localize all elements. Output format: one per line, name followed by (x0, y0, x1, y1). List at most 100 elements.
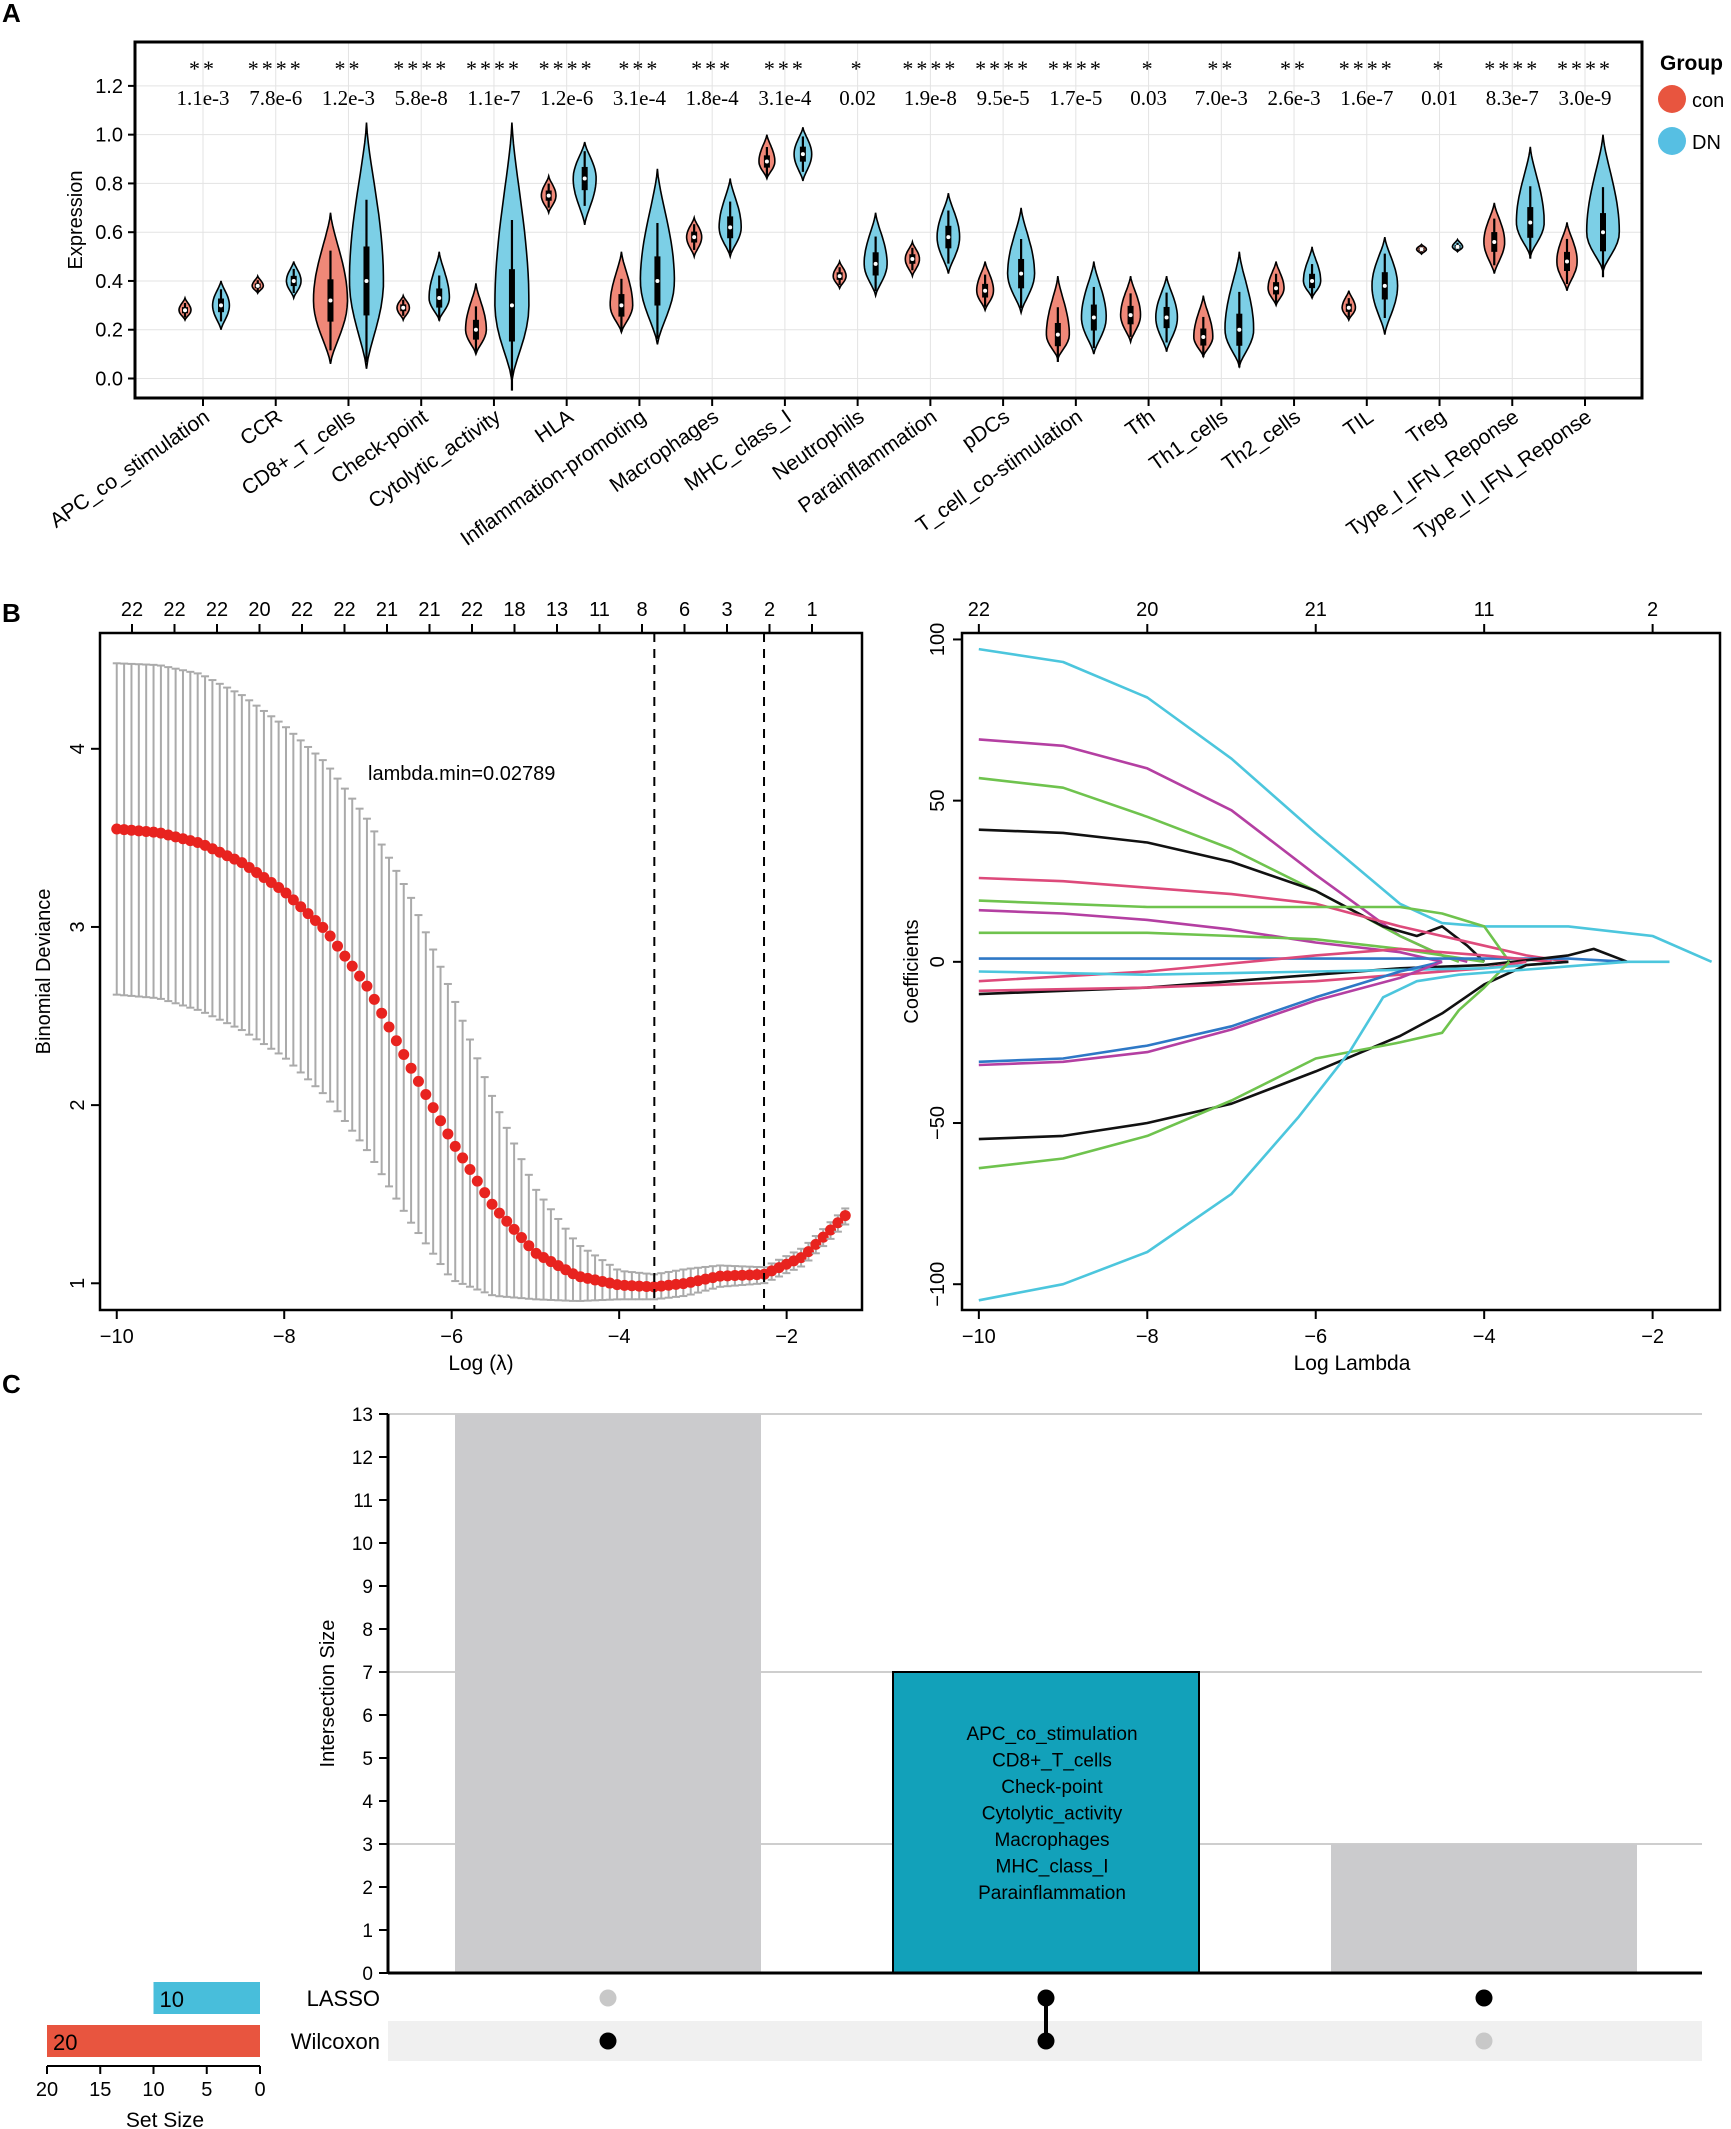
violin-median (1274, 286, 1279, 291)
y-tick-label: 1 (362, 1921, 373, 1942)
deviance-point (361, 980, 373, 992)
legend-title: Group (1660, 52, 1723, 75)
y-tick-label: 11 (353, 1491, 373, 1512)
y-tick-label: 1 (67, 1278, 89, 1289)
violin-median (1237, 327, 1242, 332)
violin-median (800, 152, 805, 157)
x-tick-label: −10 (962, 1326, 996, 1348)
p-value-label: 1.2e-6 (540, 86, 593, 110)
p-value-label: 5.8e-8 (395, 86, 448, 110)
y-tick-label: 0.6 (95, 222, 123, 244)
plot-frame (98, 631, 864, 1312)
deviance-point (501, 1215, 513, 1227)
deviance-point (317, 921, 329, 933)
violin-median (582, 176, 587, 181)
top-tick-label: 11 (1474, 599, 1495, 621)
set-size-tick-label: 20 (36, 2079, 58, 2101)
violin-median (1492, 239, 1497, 244)
violin-median (1055, 332, 1060, 337)
top-tick-label: 18 (503, 599, 525, 621)
violin-median (1346, 305, 1351, 310)
x-category-label: HLA (531, 405, 578, 447)
deviance-point (287, 894, 299, 906)
violin-median (873, 261, 878, 266)
top-tick-label: 1 (806, 599, 817, 621)
deviance-point (515, 1232, 527, 1244)
y-tick-label: 0.2 (95, 320, 123, 342)
membership-dot-filled (599, 2032, 617, 2050)
highlight-gene-label: APC_co_stimulation (966, 1724, 1137, 1745)
deviance-point (817, 1231, 829, 1243)
p-value-label: 1.7e-5 (1049, 86, 1102, 110)
violin-median (183, 308, 187, 313)
membership-dot-empty (599, 1989, 617, 2007)
violin-median (1601, 230, 1605, 235)
set-size-tick-label: 15 (89, 2079, 111, 2101)
y-tick-label: 100 (927, 623, 949, 656)
set-size-title: Set Size (126, 2109, 204, 2129)
significance-stars: **** (539, 56, 595, 81)
legend-label-dn: DN (1692, 132, 1721, 154)
violin-median (1455, 244, 1460, 249)
top-tick-label: 22 (291, 599, 313, 621)
deviance-point (398, 1049, 410, 1061)
x-category-label: pDCs (958, 405, 1014, 454)
violin-median (946, 235, 951, 240)
x-category-label: Treg (1402, 405, 1450, 448)
significance-stars: ** (1207, 56, 1235, 81)
y-tick-label: 0.4 (95, 271, 123, 293)
x-category-label: Parainflammation (794, 405, 941, 518)
x-tick-label: −4 (608, 1326, 631, 1348)
top-tick-label: 13 (546, 599, 568, 621)
p-value-label: 0.01 (1421, 86, 1458, 110)
significance-stars: * (851, 56, 865, 81)
x-category-label: Th1_cells (1145, 405, 1232, 475)
x-category-label: APC_co_stimulation (46, 405, 214, 532)
top-tick-label: 22 (333, 599, 355, 621)
significance-stars: **** (975, 56, 1031, 81)
deviance-point (383, 1021, 395, 1033)
significance-stars: **** (393, 56, 449, 81)
deviance-point (420, 1088, 432, 1100)
x-tick-label: −2 (775, 1326, 798, 1348)
top-tick-label: 2 (1647, 599, 1658, 621)
panel-label-a: A (2, 0, 21, 28)
plot-frame (960, 631, 1722, 1312)
violin-median (728, 225, 733, 230)
x-tick-label: −6 (440, 1326, 463, 1348)
top-tick-label: 21 (1305, 599, 1327, 621)
violin-median (219, 303, 223, 308)
deviance-point (354, 970, 366, 982)
top-tick-label: 22 (461, 599, 483, 621)
violin-median (837, 274, 842, 279)
y-axis-title: Binomial Deviance (33, 889, 55, 1055)
y-tick-label: 5 (362, 1749, 373, 1770)
deviance-point (802, 1246, 814, 1258)
y-tick-label: 12 (352, 1448, 373, 1469)
top-tick-label: 22 (163, 599, 185, 621)
significance-stars: **** (1484, 56, 1540, 81)
violin-median (437, 296, 442, 301)
violin-median (1382, 283, 1387, 288)
y-tick-label: 4 (67, 743, 89, 754)
y-tick-label: 2 (362, 1878, 373, 1899)
p-value-label: 0.03 (1130, 86, 1167, 110)
violin-median (692, 235, 697, 240)
violin-median (1528, 220, 1533, 225)
coefficient-line (978, 960, 1443, 1067)
x-category-label: CCR (236, 405, 286, 450)
violin-median (1310, 278, 1315, 283)
deviance-point (332, 940, 344, 952)
y-tick-label: 3 (362, 1835, 373, 1856)
top-tick-label: 22 (968, 599, 990, 621)
x-category-label: Th2_cells (1218, 405, 1305, 475)
deviance-point (457, 1152, 469, 1164)
deviance-point (832, 1217, 844, 1229)
top-tick-label: 6 (679, 599, 690, 621)
top-tick-label: 2 (764, 599, 775, 621)
coefficient-line (978, 960, 1569, 976)
deviance-point (368, 993, 380, 1005)
set-size-value: 10 (160, 1987, 184, 2012)
p-value-label: 1.1e-7 (467, 86, 520, 110)
